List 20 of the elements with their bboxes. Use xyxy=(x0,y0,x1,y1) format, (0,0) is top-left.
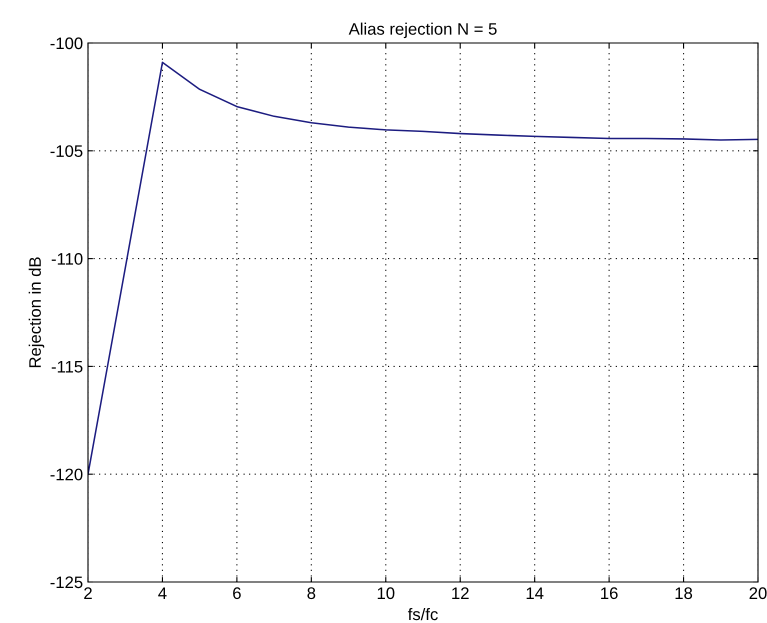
y-tick-label: -100 xyxy=(50,37,82,50)
y-tick-label: -105 xyxy=(50,145,82,158)
x-tick-label: 16 xyxy=(601,587,618,600)
x-tick-label: 10 xyxy=(378,587,394,600)
x-tick-label: 20 xyxy=(750,587,767,600)
x-tick-label: 4 xyxy=(158,587,167,599)
x-tick-label: 2 xyxy=(84,587,92,599)
y-tick-label: -120 xyxy=(50,468,82,480)
x-tick-label: 6 xyxy=(233,587,241,600)
chart-title: Alias rejection N = 5 xyxy=(348,22,497,38)
y-axis-title: Rejection in dB xyxy=(28,257,44,368)
x-tick-label: 18 xyxy=(676,587,692,600)
x-axis-title: fs/fc xyxy=(408,608,438,620)
y-tick-label: -115 xyxy=(52,360,82,373)
x-tick-label: 8 xyxy=(307,587,316,600)
x-tick-label: 14 xyxy=(526,587,544,599)
line-series xyxy=(88,62,758,475)
y-tick-label: -125 xyxy=(50,576,82,588)
y-tick-label: -110 xyxy=(52,253,82,265)
x-tick-label: 12 xyxy=(452,587,469,599)
